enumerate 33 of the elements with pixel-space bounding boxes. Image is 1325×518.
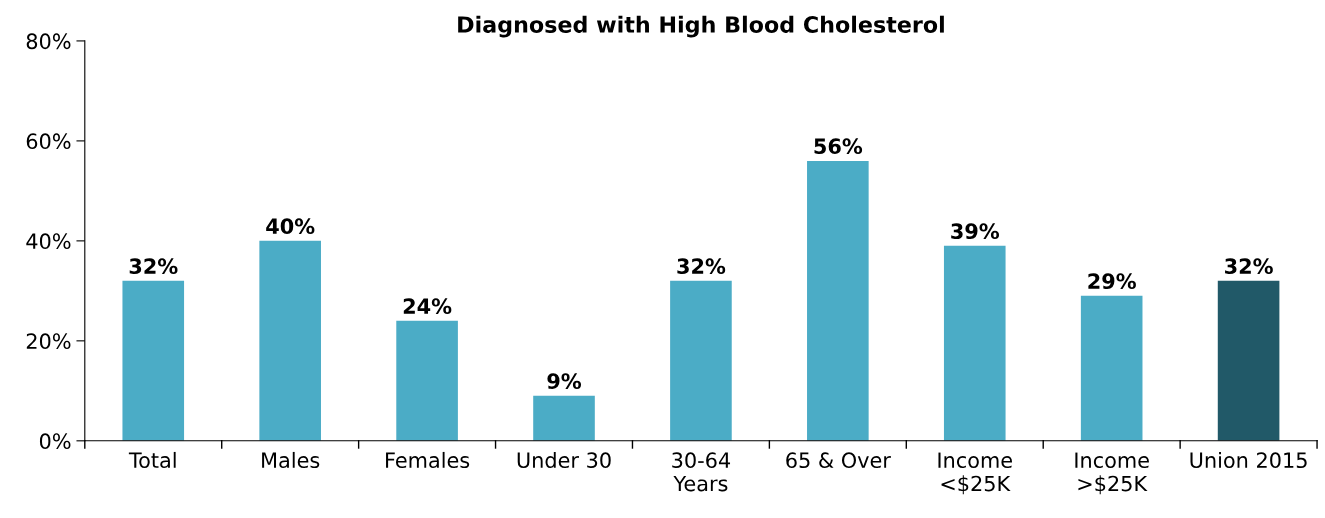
bar [807,160,869,441]
data-label: 56% [814,138,863,155]
bar [1217,280,1280,441]
x-tick-label: Females [386,451,470,469]
bar [670,280,732,441]
data-label: 29% [1088,273,1136,290]
chart-title: Diagnosed with High Blood Cholesterol [458,15,944,38]
x-tick-label: Under 30 [517,451,611,469]
data-label: 40% [266,218,315,235]
y-tick-label: 80% [26,33,71,50]
bar [533,395,595,441]
bar [943,245,1006,441]
x-tick-label: 30-64 Years [672,452,731,492]
y-tick-label: 0% [39,433,71,450]
data-label: 32% [1225,258,1273,275]
y-tick-label: 20% [26,333,71,350]
x-tick-label: Total [128,451,176,469]
bar [396,320,458,441]
y-tick-label: 60% [26,133,71,150]
y-tick-label: 40% [26,233,71,250]
bar [122,280,185,441]
data-label: 24% [403,298,452,315]
x-tick-label: 65 & Over [786,452,891,469]
bar [259,240,321,441]
data-label: 39% [951,223,1000,240]
x-tick-label: Union 2015 [1190,451,1307,469]
data-label: 32% [677,258,726,275]
x-tick-label: Income >$25K [1075,452,1149,495]
x-tick-label: Income <$25K [938,452,1012,495]
bar [1080,295,1143,441]
data-label: 9% [547,373,582,390]
data-label: 32% [129,258,178,275]
x-tick-label: Males [262,451,320,469]
